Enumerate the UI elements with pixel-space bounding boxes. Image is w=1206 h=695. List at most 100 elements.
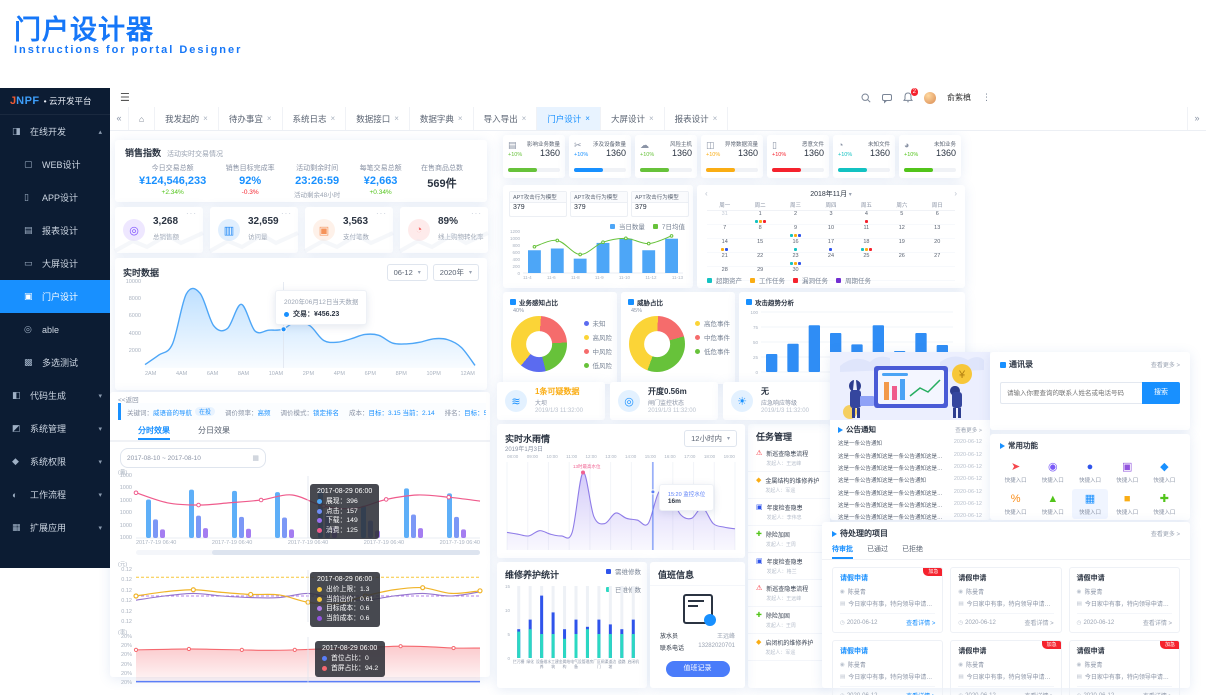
approval-card[interactable]: 请假申请 加急 ◉陈曼青▤今日家中有事，特向领导申请请假一天，望批准。 ◷ 2020-… [1068,640,1180,695]
calendar-day[interactable]: 4 [848,211,885,225]
card-detail-link[interactable]: 查看详情 > [1142,621,1172,627]
search-button[interactable]: 搜索 [1142,382,1180,404]
sidebar-item-门户设计[interactable]: ▣ 门户设计 [0,280,110,313]
tabs-scroll-left-icon[interactable]: « [110,107,129,130]
quick-entry-tile[interactable]: ▣ 快捷入口 [1110,457,1145,487]
calendar-day[interactable]: 1 [742,211,778,225]
calendar-day[interactable]: 5 [884,211,920,225]
tab-close-icon[interactable]: × [648,114,654,123]
sidebar-item-扩展应用[interactable]: ▦ 扩展应用 ▾ [0,511,110,544]
kpi-more-icon[interactable]: ··· [186,209,197,218]
tab-大屏设计[interactable]: 大屏设计 × [601,107,665,130]
sidebar-item-WEB设计[interactable]: ▢ WEB设计 [0,148,110,181]
task-item[interactable]: ◆ 金属结构的维修养护 发起人：军遥 [748,472,830,499]
year-select[interactable]: 2020年 ▾ [432,264,479,281]
tab-门户设计[interactable]: 门户设计 × [537,107,601,130]
kpi-more-icon[interactable]: ··· [281,209,292,218]
task-item[interactable]: ⚠ 新巡查隐患流程 发起人：王远峰 [748,580,830,607]
tab-数据字典[interactable]: 数据字典 × [410,107,474,130]
task-item[interactable]: ◆ 启闭机的维修养护 发起人：军遥 [748,634,830,661]
calendar-day[interactable]: 22 [742,253,778,267]
calendar-day[interactable]: 11 [848,225,885,239]
calendar-next-icon[interactable]: › [954,189,957,198]
tab-导入导出[interactable]: 导入导出 × [474,107,538,130]
calendar-day[interactable]: 27 [919,253,955,267]
sidebar-item-多选测试[interactable]: ▩ 多选测试 [0,346,110,379]
calendar-day[interactable]: 7 [707,225,743,239]
quick-entry-tile[interactable]: ✚ 快捷入口 [1147,489,1182,519]
calendar-title[interactable]: 2018年11月 ▾ [697,189,965,199]
approval-card[interactable]: 请假申请 ◉陈曼青▤今日家中有事，特向领导申请请假一天，望批准。 ◷ 2020-06… [832,640,944,695]
sidebar-item-APP设计[interactable]: ▯ APP设计 [0,181,110,214]
user-name[interactable]: 俞紫槙 [947,93,971,102]
calendar-day[interactable]: 3 [813,211,849,225]
pending-tab-已拒绝[interactable]: 已拒绝 [902,546,923,553]
calendar-day[interactable]: 31 [707,211,743,225]
calendar-day[interactable]: 14 [707,239,743,253]
scrollbar-thumb[interactable] [211,550,480,555]
tab-数据接口[interactable]: 数据接口 × [346,107,410,130]
task-item[interactable]: ⚠ 新巡查隐患流程 发起人：王远峰 [748,445,830,472]
calendar-day[interactable]: 21 [707,253,743,267]
calendar-day[interactable]: 12 [884,225,920,239]
tab-close-icon[interactable]: × [394,114,399,123]
pending-tab-待审批[interactable]: 待审批 [832,544,853,559]
tab-close-icon[interactable]: × [203,114,208,123]
back-link[interactable]: <<返回 [118,397,139,404]
contacts-more-link[interactable]: 查看更多 > [1150,363,1180,369]
calendar-day[interactable]: 24 [813,253,849,267]
calendar-day[interactable]: 28 [707,267,743,281]
sidebar-item-able[interactable]: ◎ able [0,313,110,346]
approval-card[interactable]: 请假申请 ◉陈曼青▤今日家中有事，特向领导申请请假一天，望批准。 ◷ 2020-06… [950,567,1062,633]
card-detail-link[interactable]: 查看详情 > [1024,621,1054,627]
date-range-picker[interactable]: 2017-08-10 ~ 2017-08-10 ▦ [120,448,266,468]
calendar-day[interactable] [919,267,955,281]
menu-collapse-icon[interactable]: ☰ [120,92,130,104]
notification-bell-icon[interactable]: 2 [903,88,918,103]
calendar-day[interactable]: 19 [884,239,920,253]
sidebar-item-在线开发[interactable]: ◨ 在线开发 ▴ [0,115,110,148]
tab-报表设计[interactable]: 报表设计 × [665,107,729,130]
tabs-scroll-right-icon[interactable]: » [1187,107,1206,130]
calendar-day[interactable]: 20 [919,239,955,253]
more-menu-icon[interactable]: ⋮ [982,92,991,102]
avatar[interactable] [924,91,936,104]
calendar-day[interactable]: 15 [742,239,778,253]
notice-item[interactable]: 这是一条公告通知这是一条公告通知这是一条 2020-06-12 [830,499,990,511]
kpi-more-icon[interactable]: ··· [471,209,482,218]
tab-close-icon[interactable]: × [521,114,527,123]
calendar-prev-icon[interactable]: ‹ [705,189,708,198]
quick-entry-tile[interactable]: ● 快捷入口 [1072,457,1107,487]
quick-entry-tile[interactable]: ◆ 快捷入口 [1147,457,1182,487]
message-icon[interactable] [882,93,892,104]
approval-card[interactable]: 请假申请 加急 ◉陈曼青▤今日家中有事，特向领导申请请假一天，望批准。 ◷ 2020-… [832,567,944,633]
tab-close-icon[interactable]: × [266,114,272,123]
tab-close-icon[interactable]: × [457,114,463,123]
contact-search-input[interactable] [1000,382,1142,404]
date-select[interactable]: 06-12 ▾ [386,264,428,281]
calendar-day[interactable] [813,267,849,281]
sidebar-item-系统管理[interactable]: ◩ 系统管理 ▾ [0,412,110,445]
sidebar-item-代码生成[interactable]: ◧ 代码生成 ▾ [0,379,110,412]
pending-more-link[interactable]: 查看更多 > [1150,532,1180,538]
approval-card[interactable]: 请假申请 ◉陈曼青▤今日家中有事，特向领导申请请假一天，望批准。 ◷ 2020-06… [1068,567,1180,633]
calendar-day[interactable]: 13 [919,225,955,239]
kpi-more-icon[interactable]: ··· [376,209,387,218]
calendar-day[interactable]: 29 [742,267,778,281]
range-select[interactable]: 12小时内 ▾ [684,430,737,447]
calendar-day[interactable]: 9 [777,225,814,239]
task-item[interactable]: ✚ 除险加固 发起人：王周 [748,526,830,553]
tab-系统日志[interactable]: 系统日志 × [283,107,347,130]
card-detail-link[interactable]: 查看详情 > [906,621,936,627]
tab-分时效果[interactable]: 分时效果 [138,422,170,440]
quick-entry-tile[interactable]: ◉ 快捷入口 [1035,457,1070,487]
calendar-day[interactable]: 16 [777,239,814,253]
calendar-day[interactable]: 23 [777,253,814,267]
card-detail-link[interactable]: 查看详情 > [906,691,935,695]
calendar-day[interactable] [884,267,920,281]
notice-more-link[interactable]: 查看更多 > [955,427,982,434]
calendar-day[interactable]: 25 [848,253,885,267]
tab-分日效果[interactable]: 分日效果 [198,426,230,435]
quick-entry-tile[interactable]: ▦ 快捷入口 [1072,489,1108,519]
calendar-day[interactable]: 18 [848,239,885,253]
